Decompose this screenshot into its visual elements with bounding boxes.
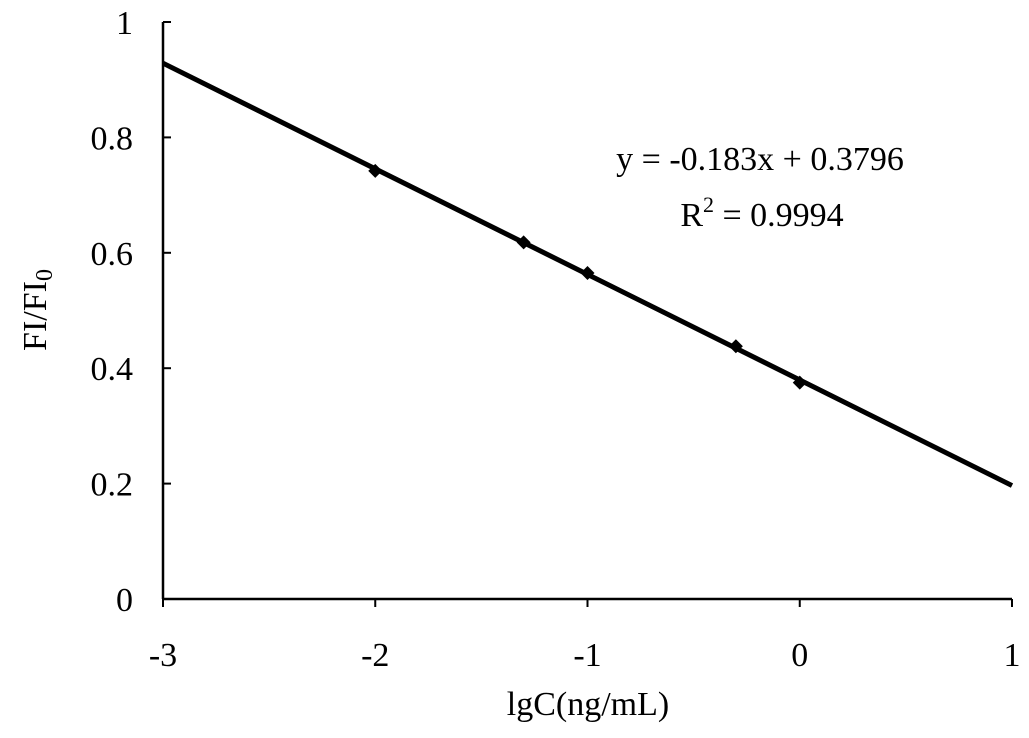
y-tick-label: 0.4 xyxy=(91,351,134,388)
r-squared-value: = 0.9994 xyxy=(714,197,844,234)
trendline-equation: y = -0.183x + 0.3796 xyxy=(616,141,904,178)
x-axis-title: lgC(ng/mL) xyxy=(507,686,669,723)
x-tick-label: 0 xyxy=(791,637,808,674)
y-axis-title-main: FI/FI xyxy=(17,281,54,351)
y-tick-label: 0 xyxy=(116,582,133,619)
y-tick-label: 0.8 xyxy=(91,120,134,157)
x-tick-label: -3 xyxy=(149,637,177,674)
x-tick-label: 1 xyxy=(1004,637,1021,674)
y-tick-label: 0.6 xyxy=(91,236,134,273)
x-tick-label: -1 xyxy=(573,637,601,674)
ticks: 0 0.2 0.4 0.6 0.8 1 -3 -2 -1 0 1 xyxy=(91,5,1021,674)
r-squared-superscript: 2 xyxy=(703,192,714,217)
r-squared-prefix: R xyxy=(680,197,703,234)
axes xyxy=(163,22,1012,599)
x-tick-label: -2 xyxy=(361,637,389,674)
y-axis-title-subscript: 0 xyxy=(32,269,58,281)
y-tick-label: 0.2 xyxy=(91,467,134,504)
r-squared-label: R2 = 0.9994 xyxy=(680,192,843,234)
y-tick-label: 1 xyxy=(116,5,133,42)
y-axis-title: FI/FI0 xyxy=(17,269,58,351)
